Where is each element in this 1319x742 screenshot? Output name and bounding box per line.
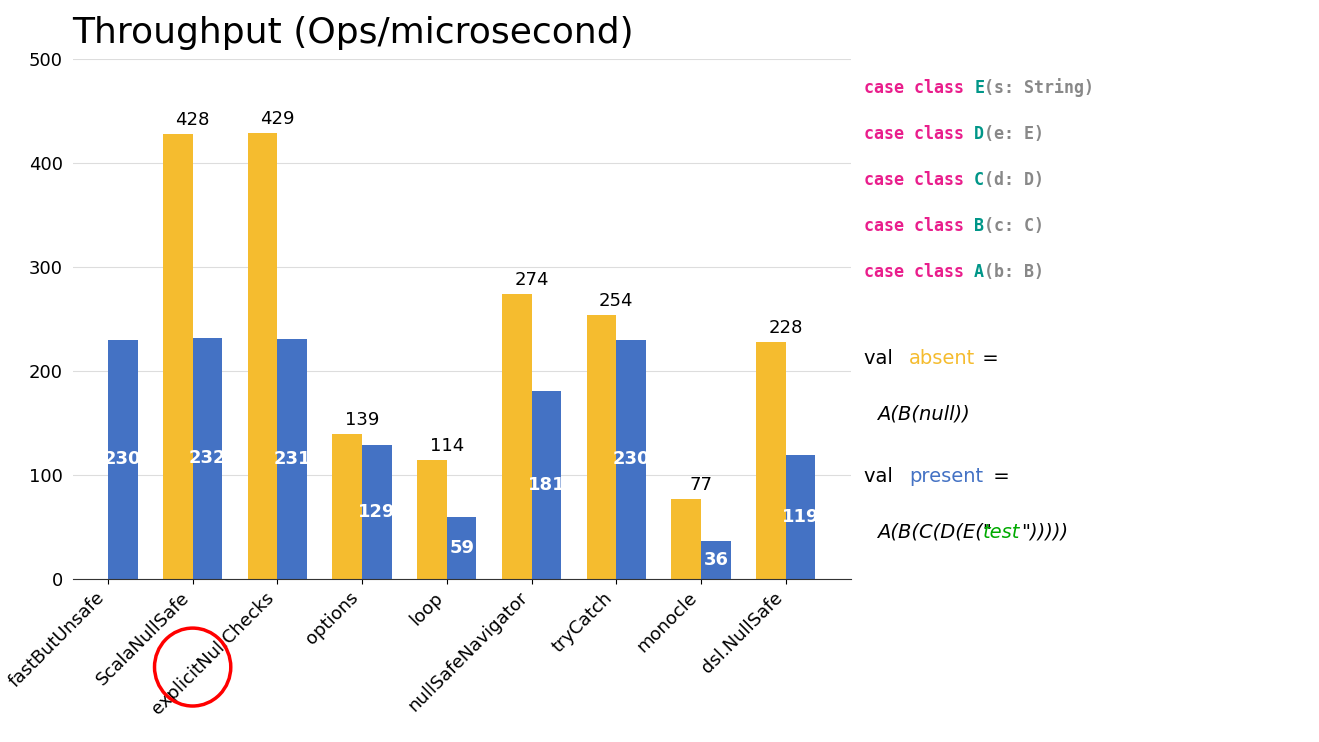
Text: case class: case class: [864, 125, 973, 142]
Text: (s: String): (s: String): [984, 78, 1095, 96]
Bar: [164, 134, 193, 579]
Bar: [277, 339, 307, 579]
Text: 228: 228: [769, 319, 803, 337]
Text: 254: 254: [599, 292, 633, 309]
Text: 232: 232: [189, 449, 227, 467]
Text: 36: 36: [703, 551, 728, 569]
Text: (c: C): (c: C): [984, 217, 1045, 234]
Text: present: present: [909, 467, 983, 486]
Text: (d: D): (d: D): [984, 171, 1045, 188]
Bar: [616, 340, 646, 579]
Bar: [332, 434, 363, 579]
Bar: [447, 517, 476, 579]
Bar: [671, 499, 700, 579]
Bar: [108, 340, 137, 579]
Text: (b: B): (b: B): [984, 263, 1045, 280]
Bar: [587, 315, 616, 579]
Bar: [756, 342, 786, 579]
Text: (e: E): (e: E): [984, 125, 1045, 142]
Bar: [700, 542, 731, 579]
Text: test: test: [983, 523, 1021, 542]
Text: 119: 119: [782, 508, 819, 526]
Text: case class: case class: [864, 171, 973, 188]
Text: A(B(null)): A(B(null)): [877, 404, 969, 423]
Text: 77: 77: [690, 476, 712, 493]
Text: A: A: [975, 263, 984, 280]
Text: absent: absent: [909, 349, 975, 367]
Bar: [532, 391, 561, 579]
Bar: [193, 338, 223, 579]
Text: case class: case class: [864, 263, 973, 280]
Bar: [248, 133, 277, 579]
Text: 428: 428: [175, 111, 210, 129]
Text: 59: 59: [450, 539, 474, 557]
Text: 181: 181: [528, 476, 565, 493]
Text: 274: 274: [514, 271, 549, 289]
Text: val: val: [864, 349, 900, 367]
Text: "))))): "))))): [1022, 523, 1068, 542]
Text: =: =: [976, 349, 998, 367]
Text: D: D: [975, 125, 984, 142]
Text: case class: case class: [864, 79, 973, 96]
Text: E: E: [975, 79, 984, 96]
Text: A(B(C(D(E(": A(B(C(D(E(": [877, 523, 992, 542]
Bar: [417, 460, 447, 579]
Bar: [503, 294, 532, 579]
Text: 114: 114: [430, 437, 464, 455]
Text: Throughput (Ops/microsecond): Throughput (Ops/microsecond): [73, 16, 634, 50]
Text: 231: 231: [273, 450, 311, 467]
Text: 230: 230: [612, 450, 650, 468]
Text: val: val: [864, 467, 900, 486]
Text: B: B: [975, 217, 984, 234]
Text: C: C: [975, 171, 984, 188]
Text: 129: 129: [359, 503, 396, 521]
Text: case class: case class: [864, 217, 973, 234]
Text: 429: 429: [260, 110, 294, 128]
Text: 230: 230: [104, 450, 141, 468]
Text: 139: 139: [344, 411, 380, 429]
Bar: [786, 455, 815, 579]
Text: =: =: [987, 467, 1010, 486]
Bar: [363, 444, 392, 579]
